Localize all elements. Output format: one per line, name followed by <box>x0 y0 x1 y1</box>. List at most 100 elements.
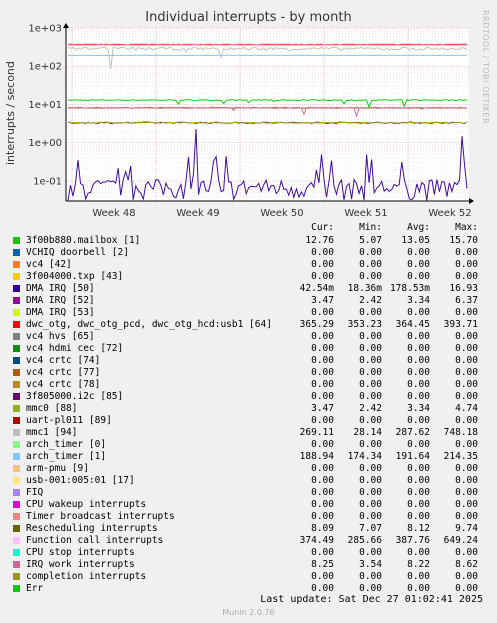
legend-max-value: 214.35 <box>443 451 478 462</box>
legend-row: IRQ work interrupts 8.25 3.54 8.22 8.62 <box>0 559 497 571</box>
legend-min-value: 28.14 <box>353 427 382 438</box>
legend-row: DMA IRQ [53] 0.00 0.00 0.00 0.00 <box>0 307 497 319</box>
legend-row: 3f004000.txp [43] 0.00 0.00 0.00 0.00 <box>0 271 497 283</box>
legend-avg-value: 0.00 <box>407 343 430 354</box>
legend-max-value: 0.00 <box>455 271 478 282</box>
y-axis-arrow <box>63 23 69 28</box>
legend-swatch <box>13 345 20 352</box>
legend-min-value: 285.66 <box>347 535 382 546</box>
legend-cur-value: 8.09 <box>311 523 334 534</box>
legend-avg-value: 364.45 <box>395 319 430 330</box>
legend-avg-value: 8.22 <box>407 559 430 570</box>
plot-area: 1e+03 1e+02 1e+01 1e+00 1e-01 Week 48 Week 49 W… <box>28 23 474 219</box>
legend-swatch <box>13 285 20 292</box>
legend-swatch <box>13 321 20 328</box>
legend-row: 3f805000.i2c [85] 0.00 0.00 0.00 0.00 <box>0 391 497 403</box>
legend-series-name: vc4 hdmi cec [72] <box>26 343 124 354</box>
last-update: Last update: Sat Dec 27 01:02:41 2025 <box>260 594 483 605</box>
legend-min-value: 0.00 <box>359 271 382 282</box>
legend-min-value: 0.00 <box>359 547 382 558</box>
legend-avg-value: 387.76 <box>395 535 430 546</box>
legend-cur-value: 0.00 <box>311 259 334 270</box>
legend-swatch <box>13 501 20 508</box>
legend-min-value: 0.00 <box>359 247 382 258</box>
legend-cur-value: 0.00 <box>311 571 334 582</box>
series-line <box>67 106 468 118</box>
legend-avg-value: 8.12 <box>407 523 430 534</box>
legend-avg-value: 0.00 <box>407 271 430 282</box>
legend-max-value: 748.18 <box>443 427 478 438</box>
legend-cur-value: 0.00 <box>311 271 334 282</box>
x-tick-label: Week 48 <box>92 208 135 219</box>
series-line <box>67 121 468 124</box>
legend-max-value: 0.00 <box>455 475 478 486</box>
legend-avg-value: 287.62 <box>395 427 430 438</box>
legend-min-value: 174.34 <box>347 451 382 462</box>
legend-series-name: vc4 [42] <box>26 259 72 270</box>
legend-max-value: 0.00 <box>455 307 478 318</box>
col-header-min: Min: <box>359 222 382 233</box>
legend-swatch <box>13 561 20 568</box>
series-line <box>67 42 468 45</box>
legend-avg-value: 3.34 <box>407 295 430 306</box>
legend-max-value: 0.00 <box>455 331 478 342</box>
x-tick-label: Week 49 <box>176 208 219 219</box>
legend-swatch <box>13 309 20 316</box>
legend-avg-value: 3.34 <box>407 403 430 414</box>
legend-row: arm-pmu [9] 0.00 0.00 0.00 0.00 <box>0 463 497 475</box>
legend-series-name: DMA IRQ [50] <box>26 283 95 294</box>
legend-cur-value: 0.00 <box>311 379 334 390</box>
legend-max-value: 4.74 <box>455 403 478 414</box>
legend-swatch <box>13 357 20 364</box>
legend-min-value: 0.00 <box>359 583 382 594</box>
y-tick-label: 1e+03 <box>28 24 62 35</box>
legend-max-value: 0.00 <box>455 379 478 390</box>
legend-swatch <box>13 477 20 484</box>
legend-swatch <box>13 237 20 244</box>
legend-avg-value: 0.00 <box>407 355 430 366</box>
legend-avg-value: 0.00 <box>407 475 430 486</box>
legend-cur-value: 8.25 <box>311 559 334 570</box>
legend-swatch <box>13 441 20 448</box>
legend-min-value: 0.00 <box>359 415 382 426</box>
legend-swatch <box>13 297 20 304</box>
legend-series-name: CPU wakeup interrupts <box>26 499 147 510</box>
legend-max-value: 0.00 <box>455 511 478 522</box>
legend-cur-value: 12.76 <box>305 235 334 246</box>
legend-max-value: 0.00 <box>455 367 478 378</box>
legend-avg-value: 0.00 <box>407 415 430 426</box>
legend-max-value: 0.00 <box>455 247 478 258</box>
legend-min-value: 0.00 <box>359 259 382 270</box>
legend-row: 3f00b880.mailbox [1] 12.76 5.07 13.05 15.70 <box>0 235 497 247</box>
legend-row: vc4 [42] 0.00 0.00 0.00 0.00 <box>0 259 497 271</box>
legend-series-name: uart-pl011 [89] <box>26 415 112 426</box>
legend-min-value: 7.07 <box>359 523 382 534</box>
legend-max-value: 0.00 <box>455 487 478 498</box>
legend-min-value: 0.00 <box>359 367 382 378</box>
legend-min-value: 0.00 <box>359 331 382 342</box>
legend-series-name: vc4 crtc [78] <box>26 379 101 390</box>
legend-series-name: 3f004000.txp [43] <box>26 271 124 282</box>
col-header-max: Max: <box>455 222 478 233</box>
legend-max-value: 649.24 <box>443 535 478 546</box>
y-tick-label: 1e-01 <box>33 176 62 187</box>
legend-max-value: 15.70 <box>449 235 478 246</box>
legend-min-value: 0.00 <box>359 379 382 390</box>
legend-max-value: 0.00 <box>455 571 478 582</box>
legend-min-value: 2.42 <box>359 295 382 306</box>
legend-swatch <box>13 369 20 376</box>
legend-cur-value: 42.54m <box>299 283 334 294</box>
legend-cur-value: 0.00 <box>311 511 334 522</box>
legend-max-value: 0.00 <box>455 391 478 402</box>
legend-cur-value: 188.94 <box>299 451 334 462</box>
legend-swatch <box>13 465 20 472</box>
legend-row: Err 0.00 0.00 0.00 0.00 <box>0 583 497 595</box>
legend-row: CPU stop interrupts 0.00 0.00 0.00 0.00 <box>0 547 497 559</box>
legend-avg-value: 0.00 <box>407 379 430 390</box>
series-line <box>67 98 468 110</box>
legend-series-name: vc4 hvs [65] <box>26 331 95 342</box>
legend-cur-value: 3.47 <box>311 403 334 414</box>
legend-min-value: 2.42 <box>359 403 382 414</box>
legend-series-name: mmc1 [94] <box>26 427 78 438</box>
legend-max-value: 0.00 <box>455 583 478 594</box>
